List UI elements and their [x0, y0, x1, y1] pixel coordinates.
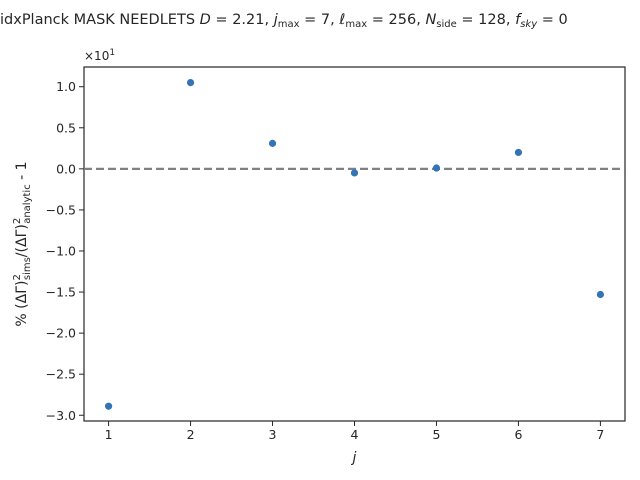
- y-axis-label: % (ΔΓ)2sims/(ΔΓ)2analytic - 1: [12, 161, 33, 326]
- x-axis-ticks: 1 2 3 4 5 6 7: [105, 421, 604, 442]
- y-tick-label: −0.5: [46, 202, 76, 217]
- data-points: [104, 79, 605, 410]
- x-tick-label: 1: [105, 427, 113, 442]
- x-axis-label: j: [351, 450, 357, 466]
- chart-title: idxPlanck MASK NEEDLETS D = 2.21, jmax =…: [0, 12, 568, 30]
- y-tick-label: −1.5: [46, 285, 76, 300]
- data-point: [350, 169, 359, 177]
- y-tick-label: −1.0: [46, 243, 76, 258]
- axis-offset-label: ×101: [84, 48, 115, 63]
- data-point: [268, 139, 277, 147]
- plot-area: [83, 66, 626, 422]
- x-tick-label: 5: [432, 427, 440, 442]
- data-point: [186, 79, 195, 87]
- x-tick-label: 6: [514, 427, 522, 442]
- y-tick-label: −3.0: [46, 408, 76, 423]
- y-tick-label: 0.5: [56, 120, 76, 135]
- y-tick-label: −2.5: [46, 367, 76, 382]
- data-point: [104, 402, 113, 410]
- x-tick-label: 3: [269, 427, 277, 442]
- data-point: [432, 164, 441, 172]
- x-tick-label: 7: [596, 427, 604, 442]
- y-tick-label: 1.0: [56, 79, 76, 94]
- y-tick-label: −2.0: [46, 326, 76, 341]
- y-axis-ticks: 1.0 0.5 0.0 −0.5 −1.0 −1.5 −2.0 −2.5 −3.0: [46, 79, 84, 423]
- y-tick-label: 0.0: [56, 161, 76, 176]
- x-tick-label: 2: [187, 427, 195, 442]
- x-tick-label: 4: [351, 427, 359, 442]
- data-point: [596, 290, 605, 299]
- data-point: [514, 148, 523, 157]
